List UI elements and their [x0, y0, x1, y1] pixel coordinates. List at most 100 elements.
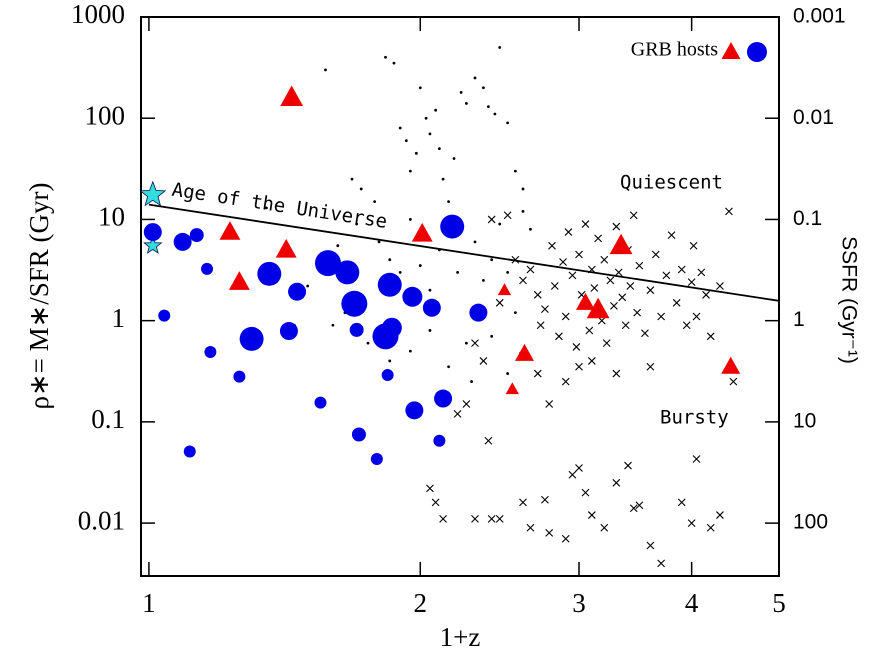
field-galaxy-cross [612, 369, 621, 378]
field-galaxy-cross [545, 528, 554, 537]
field-galaxy-cross [689, 241, 698, 250]
field-galaxy-dot [437, 248, 441, 252]
y-axis-label: ρ∗= M∗/SFR (Gyr) [24, 183, 54, 410]
grb-host-circle [314, 396, 327, 409]
field-galaxy-cross [657, 559, 666, 568]
grb-host-circle [433, 434, 446, 447]
grb-host-triangle [219, 221, 241, 240]
field-galaxy-cross [612, 222, 621, 231]
field-galaxy-cross [725, 207, 733, 216]
field-galaxy-cross [519, 498, 527, 507]
field-galaxy-cross [687, 519, 696, 527]
grb-host-circle [204, 346, 217, 359]
field-galaxy-cross [587, 511, 596, 519]
field-galaxy-dot [473, 240, 477, 244]
field-galaxy-cross [651, 250, 660, 259]
field-galaxy-cross [706, 332, 715, 341]
grb-host-circle [314, 250, 341, 277]
grb-host-circle [158, 309, 171, 322]
grb-host-circle [173, 232, 192, 251]
field-galaxy-cross [555, 332, 563, 341]
field-galaxy-dot [513, 169, 517, 173]
grb-host-circle [233, 370, 246, 383]
y-tick-label: 100 [85, 100, 126, 130]
star-marker [143, 235, 163, 254]
field-galaxy-cross [610, 301, 618, 310]
field-galaxy-dot [408, 349, 412, 353]
field-galaxy-dot [373, 200, 377, 204]
grb-host-triangle [228, 271, 250, 290]
field-galaxy-cross [564, 228, 573, 236]
field-galaxy-dot [486, 105, 490, 109]
field-galaxy-dot [428, 329, 432, 332]
grb-host-circle [257, 261, 282, 286]
field-galaxy-dot [482, 278, 485, 282]
field-galaxy-dot [424, 116, 428, 120]
field-galaxy-dot [490, 334, 494, 338]
x-tick-label: 2 [414, 588, 428, 618]
grb-host-circle [381, 317, 402, 338]
field-galaxy-dot [498, 222, 502, 226]
field-galaxy-cross [614, 268, 623, 277]
field-galaxy-dot [452, 157, 456, 160]
field-galaxy-cross [561, 312, 570, 321]
field-galaxy-cross [633, 308, 642, 317]
field-galaxy-dot [404, 139, 408, 143]
field-galaxy-cross [600, 255, 609, 264]
y-tick-label: 1 [112, 303, 126, 333]
field-galaxy-cross [624, 461, 632, 470]
field-galaxy-dot [447, 200, 450, 204]
field-galaxy-dot [506, 372, 510, 375]
plot-frame [140, 16, 780, 577]
field-galaxy-cross [533, 369, 542, 378]
y2-tick-label: 0.1 [793, 207, 822, 230]
field-galaxy-cross [462, 400, 471, 408]
grb-host-circle [201, 262, 214, 275]
field-galaxy-cross [548, 241, 556, 250]
field-galaxy-cross [526, 265, 535, 274]
field-galaxy-dot [464, 341, 468, 345]
field-galaxy-cross [716, 511, 724, 519]
field-galaxy-cross [697, 268, 706, 277]
field-galaxy-dot [264, 206, 268, 210]
y2-axis-label: SSFR (Gyr⁻¹) [837, 236, 860, 364]
field-galaxy-cross [597, 316, 606, 325]
field-galaxy-cross [587, 357, 596, 365]
y-tick-label: 0.1 [91, 404, 125, 434]
field-galaxy-cross [646, 362, 655, 371]
grb-host-circle [279, 322, 298, 341]
grb-host-circle [335, 260, 360, 285]
field-galaxy-dot [398, 126, 402, 130]
grb-host-circle [405, 401, 424, 420]
y-tick-label: 10 [98, 202, 125, 232]
grb-host-circle [341, 290, 368, 317]
field-galaxy-dot [388, 359, 392, 363]
grb-host-circle [440, 214, 465, 239]
x-tick-label: 3 [572, 588, 586, 618]
grb-host-circle [349, 322, 364, 337]
field-galaxy-cross [692, 455, 701, 463]
field-galaxy-dot [377, 240, 381, 244]
grb-host-triangle [280, 85, 304, 106]
field-galaxy-cross [602, 339, 611, 347]
y2-tick-label: 0.01 [793, 106, 834, 129]
field-galaxy-dot [392, 61, 396, 65]
annotation: Bursty [660, 407, 729, 429]
field-galaxy-dot [482, 86, 485, 90]
star-marker [139, 180, 167, 207]
field-galaxy-cross [682, 321, 691, 330]
field-galaxy-dot [473, 76, 477, 80]
field-galaxy-cross [635, 501, 644, 510]
annotation: Quiescent [620, 172, 723, 194]
field-galaxy-cross [626, 282, 635, 290]
field-galaxy-cross [559, 258, 567, 266]
x-axis-label: 1+z [440, 622, 481, 652]
field-galaxy-cross [536, 321, 545, 330]
field-galaxy-cross [646, 541, 655, 550]
field-galaxy-cross [581, 488, 590, 497]
field-galaxy-dot [408, 218, 412, 221]
field-galaxy-dot [437, 147, 441, 151]
y2-tick-label: 10 [793, 409, 816, 432]
grb-host-triangle [721, 356, 741, 374]
grb-host-circle [370, 452, 383, 465]
